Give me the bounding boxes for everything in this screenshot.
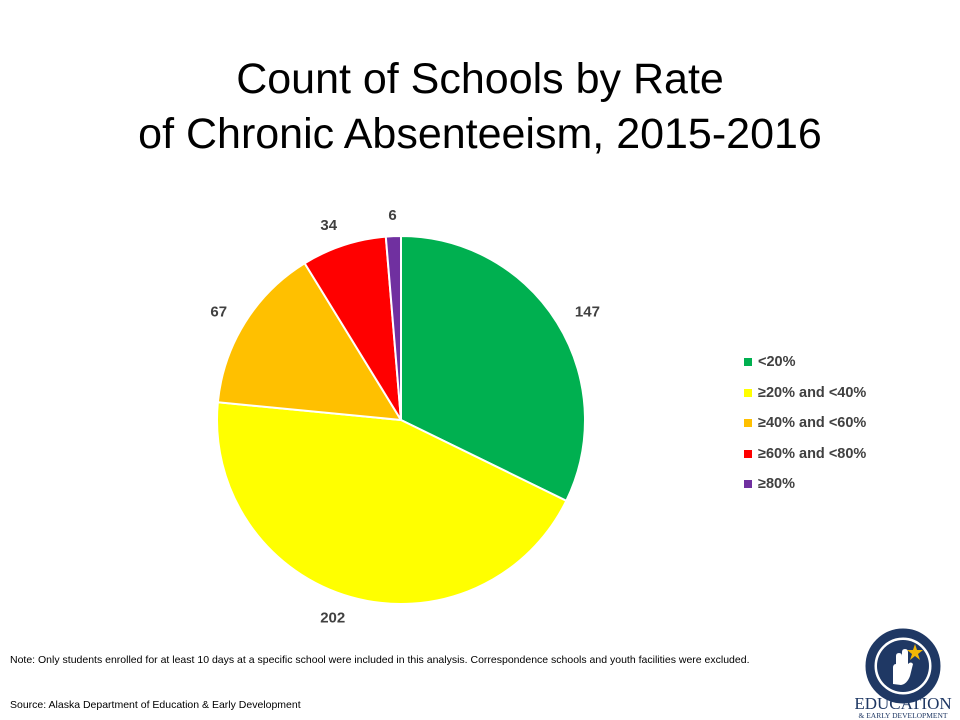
legend-label: ≥80% — [758, 476, 795, 493]
pie-slice — [384, 234, 402, 421]
data-label: 67 — [210, 303, 227, 320]
legend-label: <20% — [758, 354, 796, 371]
logo-sub-text: & EARLY DEVELOPMENT — [859, 711, 948, 720]
chart-title-line-2: of Chronic Absenteeism, 2015-2016 — [138, 110, 822, 158]
pie-chart: 147 202 67 34 6 — [210, 207, 600, 626]
department-logo: EDUCATION & EARLY DEVELOPMENT — [855, 628, 952, 720]
legend-item: <20% — [744, 347, 944, 378]
legend-item: ≥60% and <80% — [744, 439, 944, 470]
pie-slice — [216, 261, 403, 422]
pie-slice — [400, 234, 586, 503]
data-label: 147 — [575, 303, 600, 320]
legend-item: ≥80% — [744, 469, 944, 500]
legend-item: ≥40% and <60% — [744, 408, 944, 439]
source-note: Source: Alaska Department of Education &… — [10, 699, 301, 711]
chart-title-line-1: Count of Schools by Rate — [236, 55, 724, 103]
chart-legend: <20% ≥20% and <40% ≥40% and <60% ≥60% an… — [744, 347, 944, 500]
legend-swatch — [744, 419, 752, 428]
chart-title: Count of Schools by Rate of Chronic Abse… — [0, 52, 960, 162]
legend-swatch — [744, 388, 752, 397]
data-label: 34 — [320, 217, 337, 234]
logo-main-text: EDUCATION — [855, 694, 952, 713]
data-label: 202 — [320, 609, 345, 626]
data-label: 6 — [388, 207, 396, 224]
legend-swatch — [744, 358, 752, 367]
legend-label: ≥40% and <60% — [758, 415, 867, 432]
pie-slice — [216, 401, 568, 605]
legend-label: ≥60% and <80% — [758, 445, 867, 462]
legend-swatch — [744, 480, 752, 489]
legend-swatch — [744, 449, 752, 458]
footnote: Note: Only students enrolled for at leas… — [10, 654, 750, 666]
legend-item: ≥20% and <40% — [744, 378, 944, 409]
legend-label: ≥20% and <40% — [758, 384, 867, 401]
